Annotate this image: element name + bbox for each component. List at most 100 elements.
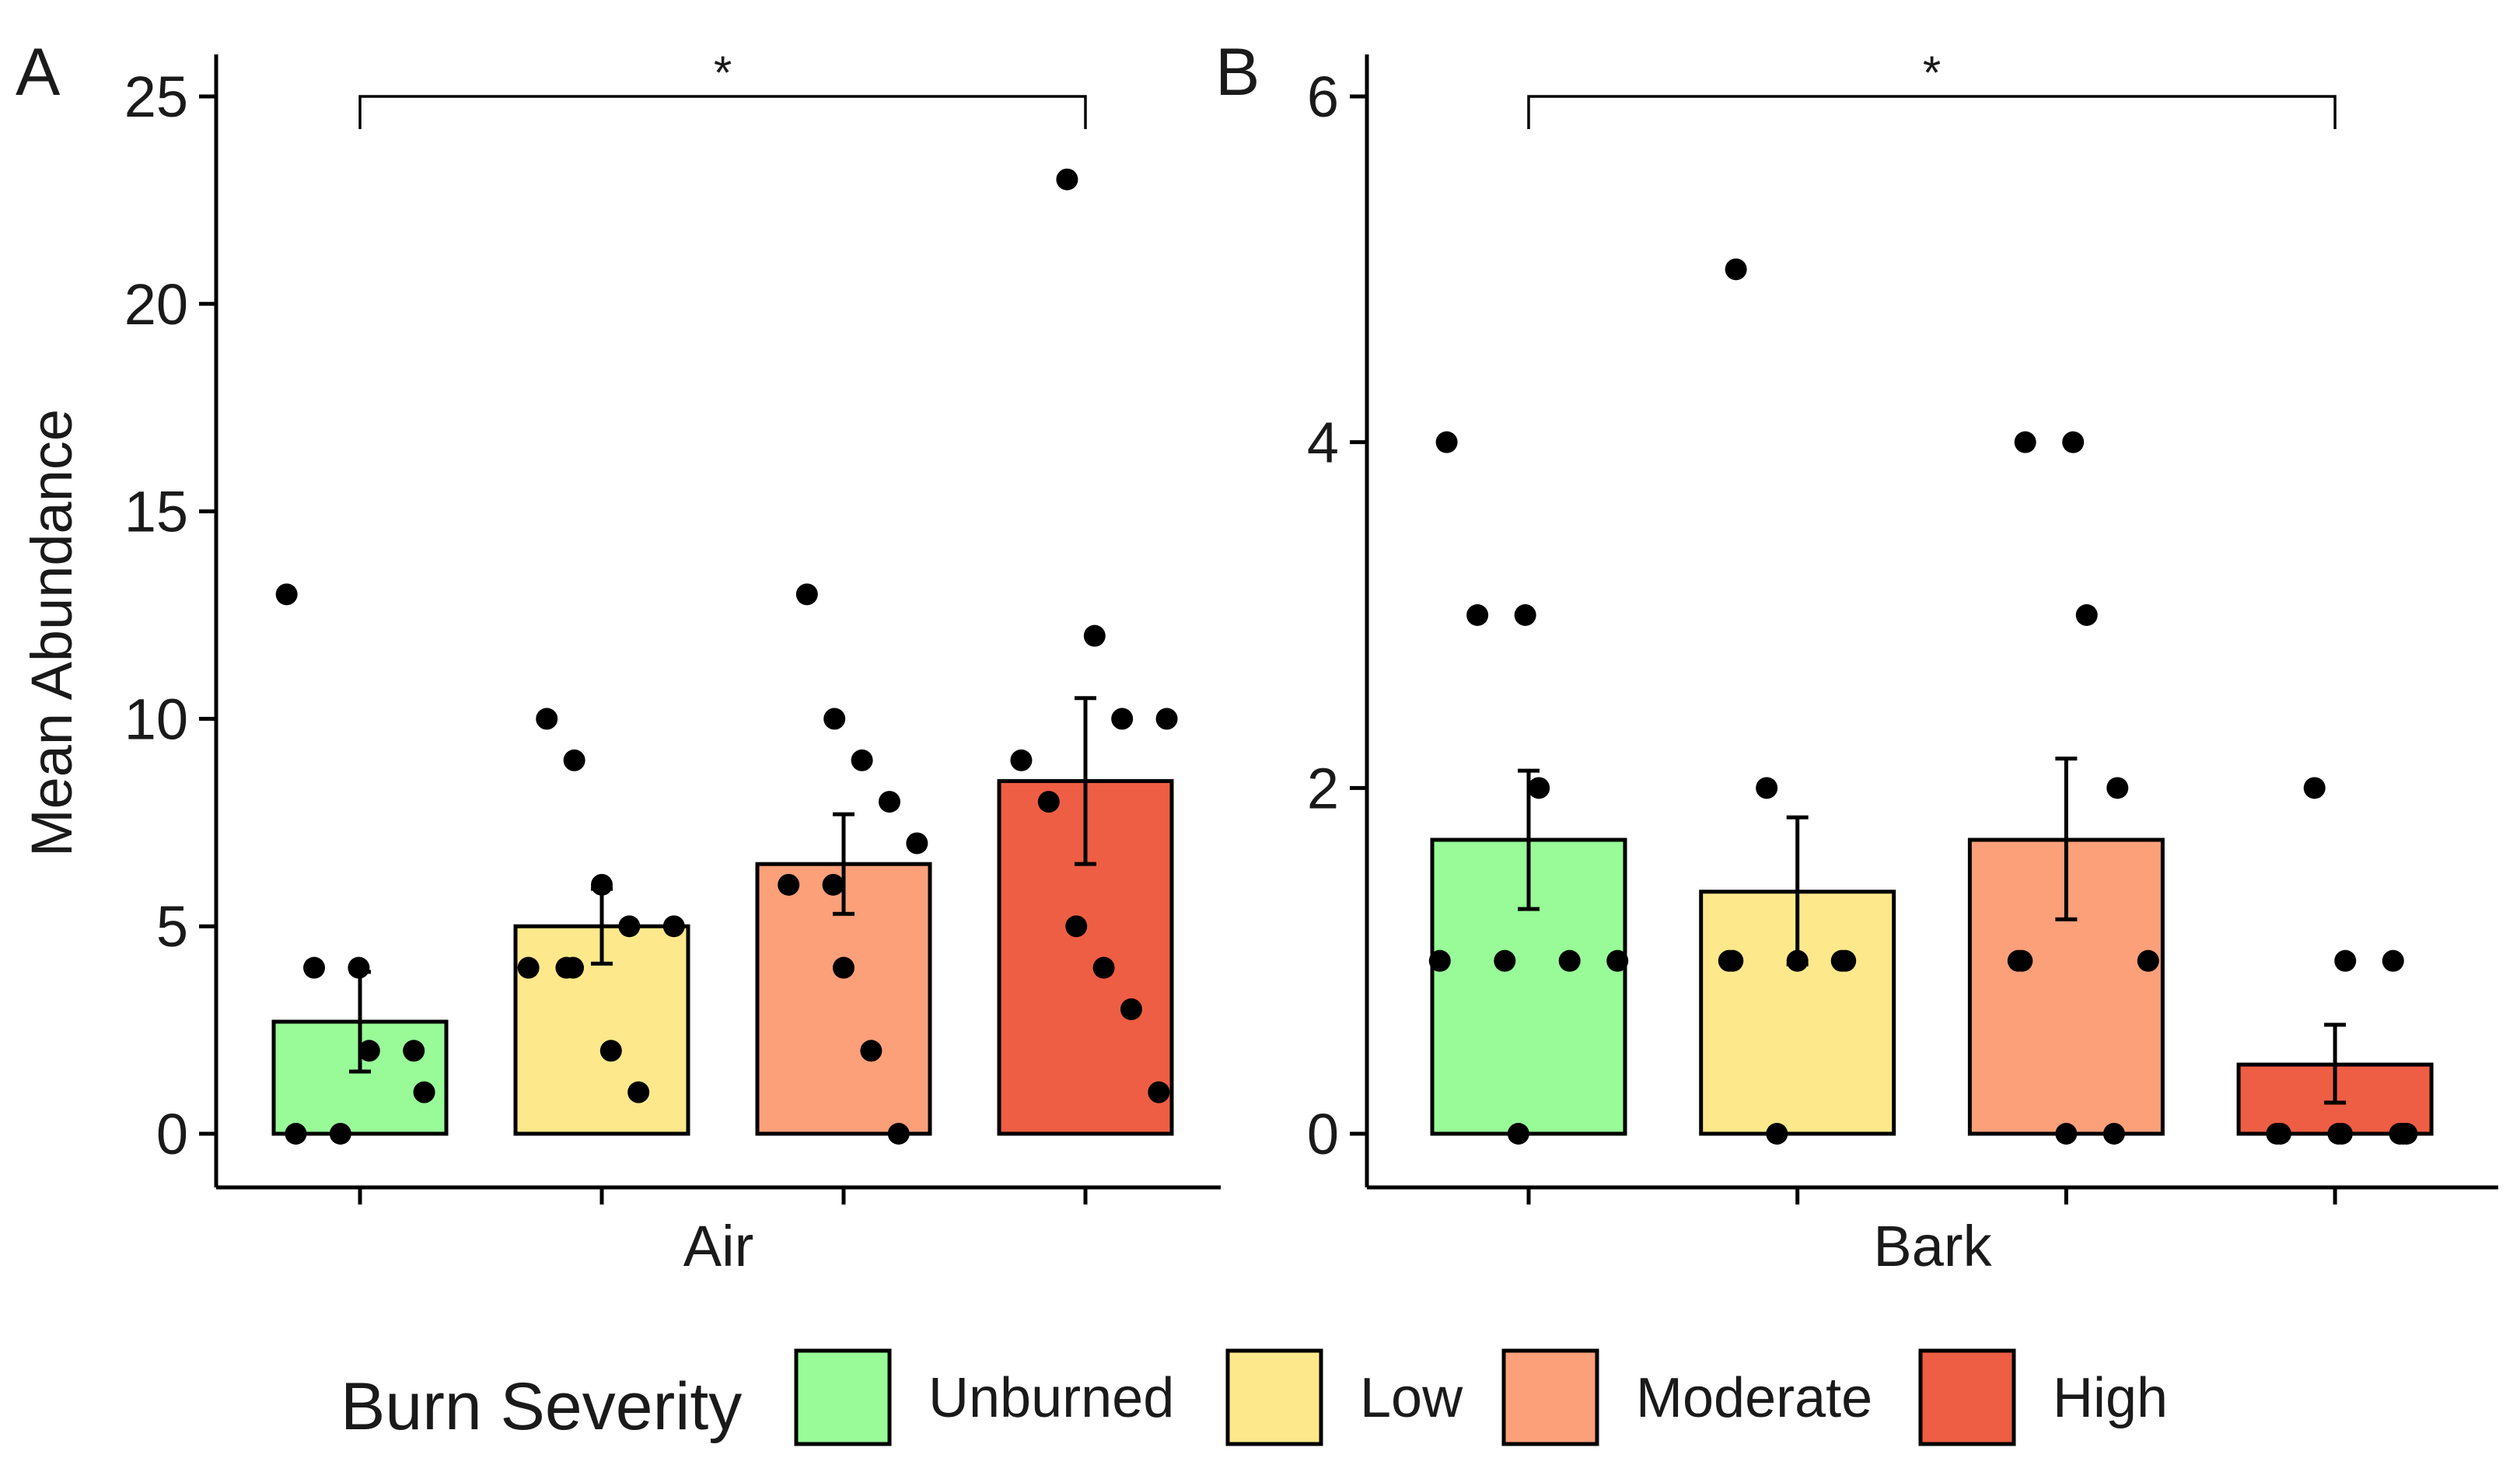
chart-panels: A 0 5 10 15 20 25 Air Mean Abundance * B 0 2 4 6 Bark * bbox=[16, 35, 2498, 1278]
data-point bbox=[1155, 708, 1178, 730]
y-tick-label: 6 bbox=[1307, 65, 1339, 129]
panel-a: A 0 5 10 15 20 25 Air Mean Abundance * bbox=[16, 35, 1221, 1278]
data-point bbox=[1786, 949, 1809, 972]
error-bar-high bbox=[2324, 1023, 2347, 1105]
data-point bbox=[1756, 777, 1778, 799]
significance-label: * bbox=[714, 47, 732, 99]
legend-label: Low bbox=[1360, 1367, 1463, 1429]
data-point bbox=[1010, 749, 1033, 771]
data-point bbox=[1718, 949, 1740, 972]
data-point bbox=[517, 956, 540, 979]
y-axis-label: Mean Abundance bbox=[19, 409, 84, 857]
data-point bbox=[1514, 604, 1536, 626]
data-point bbox=[1528, 777, 1550, 799]
data-point bbox=[778, 873, 800, 896]
legend-swatch bbox=[1501, 1348, 1599, 1446]
legend: Burn Severity Unburned Low Moderate High bbox=[341, 1348, 2168, 1446]
data-point bbox=[285, 1123, 307, 1145]
error-bar-moderate bbox=[833, 812, 855, 916]
significance-label: * bbox=[1923, 47, 1941, 99]
y-tick-label: 25 bbox=[124, 65, 188, 129]
data-point bbox=[1766, 1123, 1788, 1145]
data-point bbox=[563, 749, 585, 771]
legend-label: Moderate bbox=[1636, 1367, 1872, 1429]
data-point bbox=[1494, 949, 1516, 972]
data-point bbox=[2007, 949, 2029, 972]
y-tick-label: 2 bbox=[1307, 756, 1339, 820]
legend-label: High bbox=[2053, 1367, 2168, 1429]
legend-item-high: High bbox=[1918, 1348, 2168, 1446]
data-point bbox=[2062, 431, 2085, 453]
legend-title: Burn Severity bbox=[341, 1369, 742, 1444]
data-point bbox=[599, 1040, 622, 1062]
data-point bbox=[2014, 431, 2036, 453]
data-point bbox=[1056, 168, 1078, 191]
significance-bracket bbox=[1527, 95, 2337, 129]
legend-swatch bbox=[1225, 1348, 1323, 1446]
data-point bbox=[823, 708, 846, 730]
data-point bbox=[833, 956, 855, 979]
data-point bbox=[1065, 915, 1088, 938]
data-point bbox=[2334, 949, 2357, 972]
legend-swatch bbox=[794, 1348, 892, 1446]
data-point bbox=[618, 915, 641, 938]
y-tick-label: 0 bbox=[156, 1102, 188, 1166]
data-point bbox=[348, 956, 370, 979]
data-point bbox=[1507, 1123, 1529, 1145]
x-axis-label: Air bbox=[683, 1214, 753, 1278]
legend-swatch bbox=[1918, 1348, 2016, 1446]
data-point bbox=[860, 1040, 883, 1062]
data-point bbox=[1830, 949, 1853, 972]
error-bar-unburned bbox=[1518, 768, 1540, 911]
legend-item-moderate: Moderate bbox=[1501, 1348, 1872, 1446]
data-point bbox=[627, 1081, 650, 1103]
data-point bbox=[1606, 949, 1629, 972]
data-point bbox=[878, 791, 900, 813]
data-point bbox=[536, 708, 558, 730]
data-point bbox=[1037, 791, 1060, 813]
data-point bbox=[2382, 949, 2404, 972]
legend-item-unburned: Unburned bbox=[794, 1348, 1174, 1446]
data-point bbox=[2266, 1123, 2288, 1145]
data-point bbox=[662, 915, 685, 938]
panel-letter: B bbox=[1215, 35, 1260, 110]
data-point bbox=[1466, 604, 1489, 626]
legend-label: Unburned bbox=[928, 1367, 1174, 1429]
y-tick-label: 4 bbox=[1307, 411, 1339, 475]
significance-bracket bbox=[358, 95, 1087, 129]
data-point bbox=[2106, 777, 2129, 799]
data-point bbox=[2137, 949, 2159, 972]
data-point bbox=[2303, 777, 2326, 799]
data-point bbox=[1083, 624, 1106, 647]
data-point bbox=[1558, 949, 1581, 972]
data-point bbox=[795, 583, 818, 606]
data-point bbox=[2327, 1123, 2350, 1145]
data-point bbox=[1725, 258, 1747, 281]
data-point bbox=[906, 832, 928, 855]
data-point bbox=[2075, 604, 2098, 626]
y-tick-label: 5 bbox=[156, 894, 188, 959]
panel-b: B 0 2 4 6 Bark * bbox=[1215, 35, 2498, 1278]
y-tick-label: 0 bbox=[1307, 1102, 1339, 1166]
data-point bbox=[1092, 956, 1115, 979]
data-point bbox=[2055, 1123, 2078, 1145]
data-point bbox=[329, 1123, 351, 1145]
y-tick-label: 20 bbox=[124, 272, 188, 337]
data-point bbox=[303, 956, 326, 979]
data-point bbox=[1111, 708, 1134, 730]
data-point bbox=[887, 1123, 910, 1145]
data-point bbox=[2102, 1123, 2125, 1145]
panel-letter: A bbox=[16, 35, 61, 110]
data-point bbox=[591, 873, 613, 896]
data-point bbox=[275, 583, 298, 606]
data-point bbox=[1435, 431, 1458, 453]
data-point bbox=[403, 1040, 425, 1062]
legend-item-low: Low bbox=[1225, 1348, 1463, 1446]
data-point bbox=[851, 749, 873, 771]
data-point bbox=[1428, 949, 1451, 972]
data-point bbox=[358, 1040, 380, 1062]
data-point bbox=[413, 1081, 435, 1103]
error-bar-moderate bbox=[2055, 757, 2078, 921]
y-tick-label: 10 bbox=[124, 687, 188, 751]
